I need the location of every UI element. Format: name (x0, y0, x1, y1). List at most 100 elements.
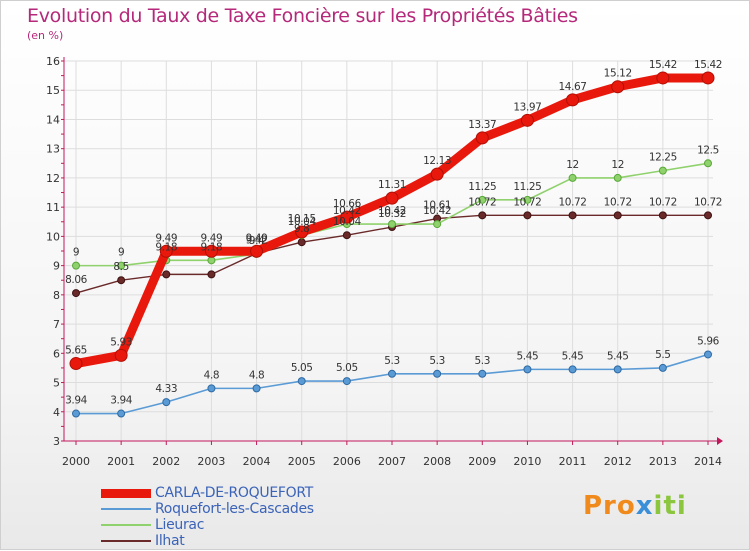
data-point-roquefort-les-cascades-2008 (433, 369, 442, 378)
data-label-lieurac-2002: 9.18 (155, 241, 177, 253)
data-label-ilhat-2006: 10.04 (333, 216, 362, 228)
data-point-roquefort-les-cascades-2005 (297, 377, 306, 386)
data-label-lieurac-2005: 10.04 (288, 216, 317, 228)
data-point-ilhat-2000 (72, 289, 80, 298)
data-label-carla-de-roquefort-2002: 9.49 (155, 232, 177, 244)
y-tick-label-3: 3 (53, 435, 60, 448)
data-label-ilhat-2001: 8.5 (113, 261, 129, 273)
data-point-carla-de-roquefort-2010 (520, 113, 534, 127)
data-point-carla-de-roquefort-2008 (430, 167, 444, 181)
data-label-roquefort-les-cascades-2013: 5.5 (655, 349, 671, 361)
x-tick-label-2006: 2006 (333, 455, 361, 468)
data-label-carla-de-roquefort-2001: 5.93 (110, 336, 132, 348)
data-point-carla-de-roquefort-2006 (340, 210, 354, 224)
data-point-lieurac-2007 (388, 220, 397, 229)
x-tick-label-2009: 2009 (468, 455, 496, 468)
data-point-lieurac-2014 (704, 159, 713, 168)
data-point-carla-de-roquefort-2004 (250, 244, 264, 258)
data-point-carla-de-roquefort-2003 (204, 244, 218, 258)
data-point-ilhat-2003 (207, 270, 216, 279)
y-tick-label-13: 13 (46, 143, 60, 156)
data-label-lieurac-2003: 9.18 (201, 241, 223, 253)
legend-label-ilhat: Ilhat (155, 533, 185, 549)
data-label-carla-de-roquefort-2007: 11.31 (378, 179, 406, 191)
data-label-lieurac-2011: 12 (566, 159, 579, 171)
logo-part-3: iti (653, 491, 687, 521)
x-tick-label-2012: 2012 (604, 455, 632, 468)
x-tick-label-2007: 2007 (378, 455, 406, 468)
data-point-carla-de-roquefort-2007 (385, 191, 399, 205)
data-point-carla-de-roquefort-2009 (475, 131, 489, 145)
data-point-carla-de-roquefort-2000 (69, 357, 83, 371)
data-label-ilhat-2011: 10.72 (559, 196, 587, 208)
data-point-ilhat-2005 (297, 238, 306, 247)
y-tick-label-16: 16 (46, 55, 60, 68)
y-tick-label-5: 5 (53, 377, 60, 390)
data-label-ilhat-2012: 10.72 (604, 196, 632, 208)
legend-swatch-carla (101, 489, 151, 498)
data-point-roquefort-les-cascades-2010 (523, 365, 532, 374)
data-label-lieurac-2010: 11.25 (513, 181, 541, 193)
data-point-roquefort-les-cascades-2002 (162, 398, 171, 407)
data-label-lieurac-2008: 10.42 (423, 205, 451, 217)
data-point-lieurac-2013 (658, 166, 667, 175)
data-point-roquefort-les-cascades-2007 (388, 369, 397, 378)
data-label-carla-de-roquefort-2013: 15.42 (649, 59, 677, 71)
data-label-carla-de-roquefort-2008: 12.13 (423, 155, 451, 167)
data-point-roquefort-les-cascades-2009 (478, 369, 487, 378)
data-label-lieurac-2013: 12.25 (649, 152, 677, 164)
x-tick-label-2003: 2003 (197, 455, 225, 468)
data-point-ilhat-2002 (162, 270, 171, 279)
data-label-lieurac-2000: 9 (73, 247, 79, 259)
data-point-lieurac-2008 (433, 220, 442, 229)
x-tick-label-2005: 2005 (288, 455, 316, 468)
y-tick-label-10: 10 (46, 230, 60, 243)
legend-swatch-roquefort (101, 508, 151, 510)
data-label-lieurac-2001: 9 (118, 247, 124, 259)
x-tick-label-2013: 2013 (649, 455, 677, 468)
proxiti-logo: Proxiti (583, 491, 687, 521)
data-label-lieurac-2009: 11.25 (468, 181, 496, 193)
data-label-carla-de-roquefort-2004: 9.49 (246, 232, 268, 244)
x-tick-label-2014: 2014 (694, 455, 722, 468)
x-tick-label-2008: 2008 (423, 455, 451, 468)
y-tick-label-4: 4 (53, 406, 60, 419)
data-point-lieurac-2010 (523, 195, 532, 204)
data-point-ilhat-2001 (117, 276, 126, 285)
chart-title: Evolution du Taux de Taxe Foncière sur l… (27, 5, 578, 27)
legend-label-carla: CARLA-DE-ROQUEFORT (155, 485, 313, 501)
data-point-ilhat-2009 (478, 211, 487, 220)
data-label-roquefort-les-cascades-2010: 5.45 (517, 350, 539, 362)
data-label-carla-de-roquefort-2011: 14.67 (559, 81, 587, 93)
data-label-ilhat-2000: 8.06 (65, 274, 87, 286)
data-label-carla-de-roquefort-2010: 13.97 (513, 101, 541, 113)
data-label-ilhat-2010: 10.72 (513, 196, 541, 208)
data-label-ilhat-2007: 10.32 (378, 208, 406, 220)
legend-label-roquefort: Roquefort-les-Cascades (155, 501, 314, 517)
data-point-lieurac-2011 (568, 173, 577, 182)
data-point-roquefort-les-cascades-2011 (568, 365, 577, 374)
data-point-carla-de-roquefort-2014 (701, 71, 715, 85)
data-point-lieurac-2000 (72, 261, 80, 270)
x-tick-label-2001: 2001 (107, 455, 135, 468)
legend-swatch-lieurac (101, 524, 151, 526)
x-axis-arrow (717, 437, 723, 445)
data-point-ilhat-2006 (342, 231, 351, 240)
y-tick-label-6: 6 (53, 347, 60, 360)
y-tick-label-8: 8 (53, 289, 60, 302)
data-point-ilhat-2014 (704, 211, 713, 220)
y-tick-label-15: 15 (46, 84, 60, 97)
data-label-lieurac-2004: 9.4 (249, 235, 265, 247)
x-tick-label-2011: 2011 (559, 455, 587, 468)
data-point-roquefort-les-cascades-2013 (658, 363, 667, 372)
data-label-carla-de-roquefort-2014: 15.42 (694, 59, 722, 71)
y-tick-label-12: 12 (46, 172, 60, 185)
data-label-roquefort-les-cascades-2005: 5.05 (291, 362, 313, 374)
data-point-lieurac-2009 (478, 195, 487, 204)
x-tick-label-2000: 2000 (62, 455, 90, 468)
data-label-roquefort-les-cascades-2002: 4.33 (155, 383, 177, 395)
data-point-lieurac-2003 (207, 256, 216, 265)
data-point-ilhat-2010 (523, 211, 532, 220)
data-label-roquefort-les-cascades-2007: 5.3 (384, 355, 400, 367)
y-tick-label-11: 11 (46, 201, 60, 214)
